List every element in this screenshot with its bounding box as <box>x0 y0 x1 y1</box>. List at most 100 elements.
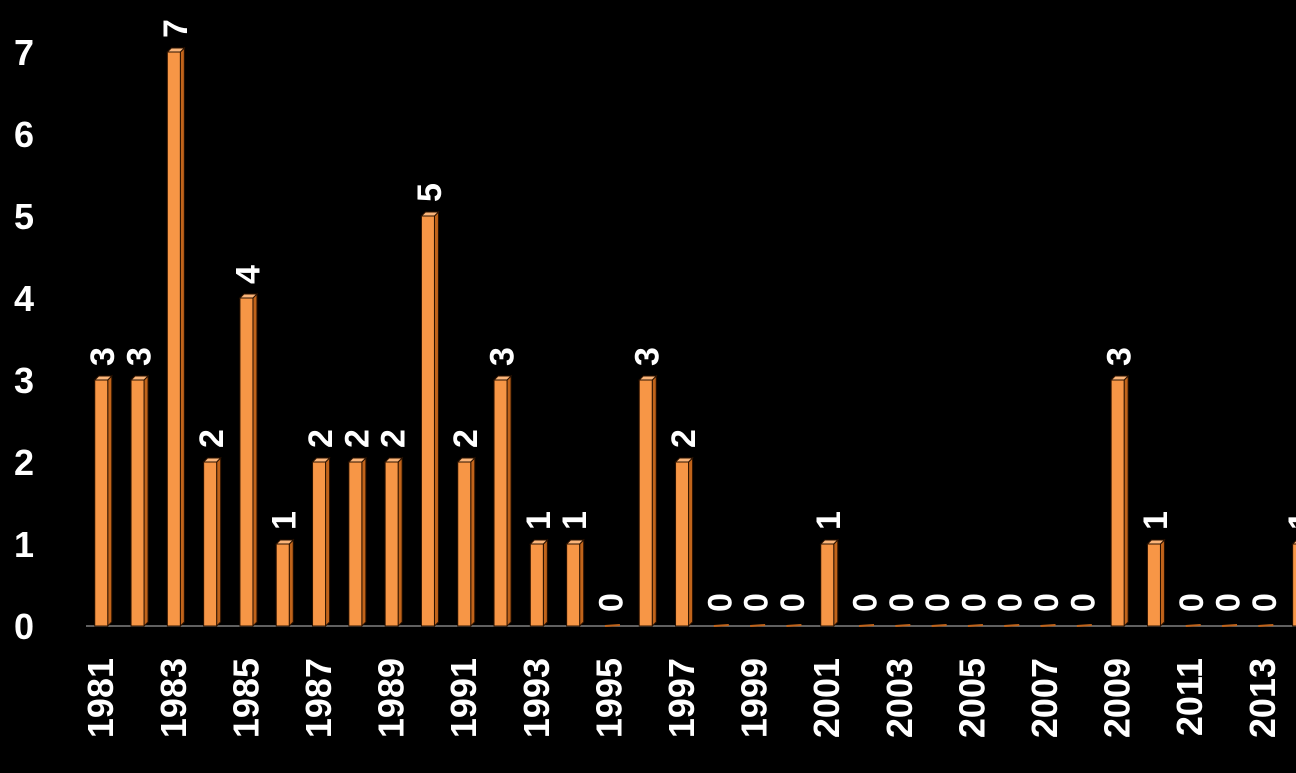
bar <box>129 374 150 628</box>
x-tick-label: 1997 <box>661 658 702 738</box>
data-label: 3 <box>629 347 667 366</box>
bar-side <box>107 374 113 628</box>
x-axis: 1981 1983 1985 1987 1989 1991 1993 1995 1997 1999… <box>80 658 1283 738</box>
data-label: 0 <box>1210 593 1248 612</box>
bar-front <box>130 379 145 627</box>
bar-zero <box>1258 624 1274 627</box>
bar-side <box>833 538 839 628</box>
bar-side <box>397 456 403 628</box>
bar-front <box>203 461 218 627</box>
bar <box>1004 624 1020 627</box>
bar-side <box>288 538 294 628</box>
bar-zero <box>604 624 621 627</box>
data-label: 0 <box>701 593 739 612</box>
bar <box>456 456 476 628</box>
data-label: 2 <box>302 429 340 448</box>
bar-zero <box>786 624 802 627</box>
bar-front <box>94 379 109 627</box>
data-label: 2 <box>447 429 485 448</box>
data-label: 0 <box>919 593 957 612</box>
bar <box>1258 624 1274 627</box>
y-tick-label: 3 <box>14 360 34 401</box>
data-label: 4 <box>229 265 267 284</box>
bar-zero <box>750 624 766 627</box>
data-label: 0 <box>738 593 776 612</box>
bar <box>529 538 549 628</box>
x-tick-label: 2013 <box>1242 658 1283 738</box>
x-tick-label: 2003 <box>879 658 920 738</box>
bar-zero <box>1004 624 1020 627</box>
bar-zero <box>1185 624 1201 627</box>
bar <box>1221 624 1238 627</box>
bar <box>1146 538 1166 628</box>
x-tick-label: 2005 <box>951 658 992 738</box>
bar-side <box>325 456 331 628</box>
bar <box>750 624 766 627</box>
bar <box>565 538 585 628</box>
bar <box>1291 539 1296 627</box>
data-label: 2 <box>338 429 376 448</box>
bar <box>347 456 368 628</box>
data-label: 0 <box>992 593 1030 612</box>
data-label: 0 <box>1064 593 1102 612</box>
bar-zero <box>1076 624 1092 627</box>
bar <box>604 624 621 627</box>
data-label: 0 <box>774 593 812 612</box>
bar <box>492 374 513 628</box>
bar-front <box>275 543 290 627</box>
bar-front <box>566 543 581 627</box>
bar-front <box>239 297 254 627</box>
bar <box>383 456 404 628</box>
bar <box>638 374 658 628</box>
bar <box>786 624 802 627</box>
data-label: 0 <box>1246 593 1284 612</box>
data-label: 1 <box>1137 511 1175 530</box>
bar-side <box>252 292 258 628</box>
data-label: 1 <box>520 511 558 530</box>
bar-side <box>651 374 657 628</box>
bar-side <box>361 456 367 628</box>
bar <box>202 456 222 628</box>
y-tick-label: 5 <box>14 196 34 237</box>
data-label: 0 <box>1173 593 1211 612</box>
x-tick-label: 1991 <box>443 658 484 738</box>
bar-front <box>493 379 508 627</box>
bar <box>895 624 911 627</box>
x-tick-label: 1985 <box>225 658 266 738</box>
bar <box>1076 624 1092 627</box>
y-tick-label: 1 <box>14 524 34 565</box>
y-tick-label: 0 <box>14 606 34 647</box>
x-tick-label: 1989 <box>371 658 412 738</box>
data-label: 3 <box>1101 347 1139 366</box>
x-tick-label: 1999 <box>734 658 775 738</box>
x-tick-label: 1983 <box>153 658 194 738</box>
bar <box>1185 624 1201 627</box>
bar-front <box>529 543 544 627</box>
bar-side <box>506 374 512 628</box>
bar-zero <box>967 624 984 627</box>
bar <box>166 46 186 628</box>
bar-side <box>470 456 476 628</box>
data-label: 0 <box>1028 593 1066 612</box>
data-label: 0 <box>592 593 630 612</box>
bar-side <box>433 210 439 628</box>
bar-front <box>384 461 399 627</box>
bar-top <box>1291 539 1296 545</box>
x-tick-label: 1993 <box>516 658 557 738</box>
bar-front <box>1110 379 1125 627</box>
bar-front <box>820 543 835 627</box>
data-label: 1 <box>810 511 848 530</box>
data-label: 3 <box>484 347 522 366</box>
data-label: 5 <box>411 183 449 202</box>
bar-side <box>143 374 149 628</box>
bar-front <box>312 461 327 627</box>
bar <box>674 456 694 628</box>
bar <box>1040 624 1056 627</box>
bar <box>713 624 729 627</box>
bar <box>967 624 984 627</box>
bar <box>819 538 839 628</box>
x-tick-label: 1995 <box>588 658 629 738</box>
